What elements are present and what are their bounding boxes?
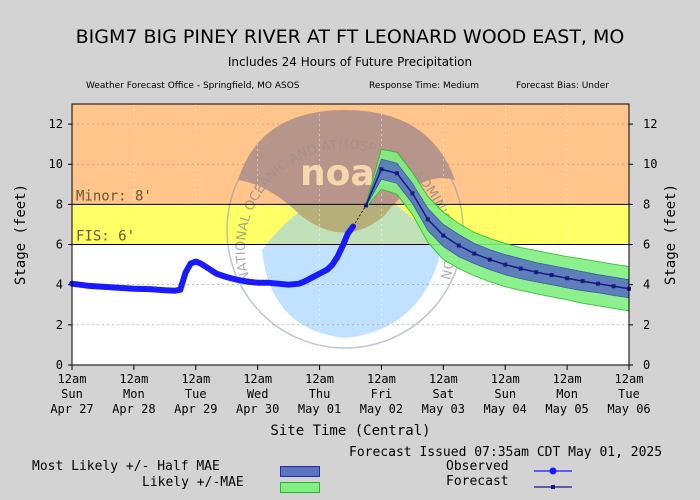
legend-most-likely-label: Most Likely +/- Half MAE (32, 459, 220, 474)
legend-observed-label: Observed (446, 459, 509, 474)
y-tick-label-right: 6 (643, 238, 650, 252)
forecast-bias: Forecast Bias: Under (516, 81, 609, 91)
y-tick-label-right: 12 (643, 117, 657, 131)
threshold-label-minor: Minor: 8' (76, 188, 152, 204)
forecast-point (472, 251, 477, 256)
x-tick-label-date: Apr 30 (236, 402, 279, 416)
x-tick-label-date: Apr 29 (174, 402, 217, 416)
x-tick-label-weekday: Wed (247, 387, 269, 401)
plot-border (71, 103, 630, 366)
legend-observed-marker (549, 467, 557, 475)
forecast-point (503, 262, 508, 267)
forecast-office: Weather Forecast Office - Springfield, M… (86, 81, 300, 91)
y-tick-label-left: 2 (56, 318, 63, 332)
x-tick-label-time: 12am (119, 372, 148, 386)
forecast-point (456, 243, 461, 248)
x-tick-label-weekday: Tue (618, 387, 640, 401)
x-tick-label-date: Apr 27 (50, 402, 93, 416)
x-tick-label-weekday: Mon (123, 387, 145, 401)
y-tick-label-right: 2 (643, 318, 650, 332)
x-tick-label-weekday: Thu (309, 387, 331, 401)
forecast-point (611, 284, 616, 289)
forecast-point (441, 233, 446, 238)
y-tick-label-right: 4 (643, 278, 650, 292)
forecast-point (565, 276, 570, 281)
observed-line (69, 223, 357, 294)
x-tick-label-date: May 01 (298, 402, 341, 416)
x-tick-label-date: May 04 (484, 402, 527, 416)
x-tick-label-date: May 06 (607, 402, 650, 416)
x-tick-label-time: 12am (305, 372, 334, 386)
x-tick-label-time: 12am (429, 372, 458, 386)
forecast-issued-text: Forecast Issued 07:35am CDT May 01, 2025 (349, 445, 663, 460)
x-tick-label-weekday: Sun (61, 387, 83, 401)
x-tick-label-date: Apr 28 (112, 402, 155, 416)
x-tick-label-weekday: Fri (371, 387, 393, 401)
forecast-point (580, 279, 585, 284)
x-tick-label-date: May 03 (422, 402, 465, 416)
y-axis-title-right: Stage (feet) (663, 184, 679, 285)
y-tick-label-left: 4 (56, 278, 63, 292)
y-tick-label-right: 8 (643, 197, 650, 211)
y-tick-label-left: 12 (49, 117, 63, 131)
chart-subtitle: Includes 24 Hours of Future Precipitatio… (227, 55, 473, 69)
forecast-point (394, 171, 399, 176)
x-tick-label-time: 12am (181, 372, 210, 386)
forecast-line (365, 168, 630, 290)
forecast-point (487, 257, 492, 262)
forecast-point (410, 191, 415, 196)
y-tick-label-left: 8 (56, 197, 63, 211)
x-tick-label-weekday: Tue (185, 387, 207, 401)
x-tick-label-date: May 05 (545, 402, 588, 416)
watermark-water (262, 189, 440, 338)
y-tick-label-left: 6 (56, 238, 63, 252)
legend-likely-swatch (280, 482, 320, 493)
y-tick-label-right: 10 (643, 157, 657, 171)
x-tick-label-time: 12am (553, 372, 582, 386)
x-tick-label-date: May 02 (360, 402, 403, 416)
forecast-point (518, 266, 523, 271)
x-tick-label-time: 12am (615, 372, 644, 386)
observed-forecast-connector (352, 205, 367, 227)
x-tick-label-weekday: Sat (432, 387, 454, 401)
forecast-point (596, 281, 601, 286)
x-tick-label-time: 12am (367, 372, 396, 386)
forecast-point (425, 217, 430, 222)
legend-likely-label: Likely +/-MAE (142, 475, 244, 490)
y-axis-title-left: Stage (feet) (13, 184, 29, 285)
legend-forecast-label: Forecast (446, 474, 509, 489)
response-time: Response Time: Medium (369, 81, 479, 91)
x-tick-label-time: 12am (243, 372, 272, 386)
x-tick-label-weekday: Sun (494, 387, 516, 401)
x-tick-label-weekday: Mon (556, 387, 578, 401)
x-tick-label-time: 12am (491, 372, 520, 386)
y-tick-label-right: 0 (643, 358, 650, 372)
forecast-point (534, 270, 539, 275)
forecast-point (549, 273, 554, 278)
forecast-point (379, 167, 384, 172)
threshold-label-fis: FIS: 6' (76, 229, 135, 245)
y-tick-label-left: 0 (56, 358, 63, 372)
x-tick-label-time: 12am (58, 372, 87, 386)
chart-title: BIGM7 BIG PINEY RIVER AT FT LEONARD WOOD… (75, 26, 625, 48)
legend-most-likely-swatch (280, 466, 320, 477)
legend-forecast-marker (551, 485, 555, 489)
watermark-bird (238, 110, 455, 233)
y-tick-label-left: 10 (49, 157, 63, 171)
x-axis-title: Site Time (Central) (270, 423, 430, 439)
